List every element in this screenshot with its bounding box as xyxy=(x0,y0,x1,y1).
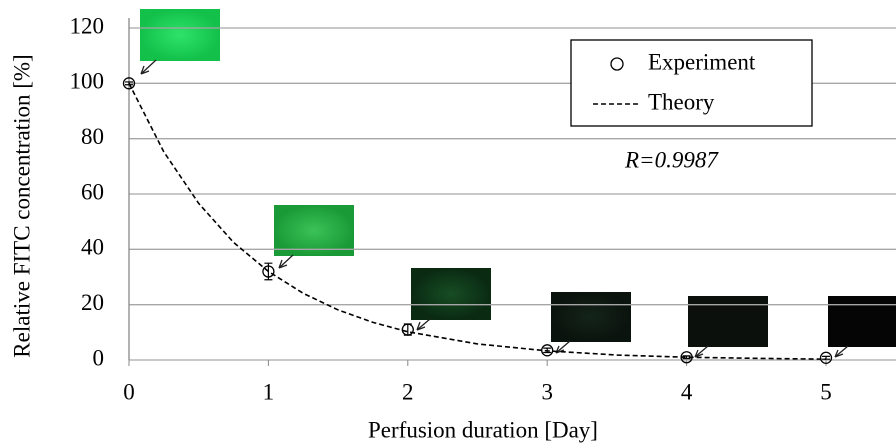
x-tick-label: 3 xyxy=(541,379,553,404)
data-point xyxy=(401,323,414,336)
data-point xyxy=(819,351,833,364)
x-tick-label: 2 xyxy=(402,379,414,404)
arrow xyxy=(694,345,709,358)
y-tick-label: 100 xyxy=(70,69,105,94)
y-tick-label: 0 xyxy=(93,345,105,370)
x-tick-label: 0 xyxy=(123,379,135,404)
error-bar xyxy=(403,323,412,336)
y-axis-title: Relative FITC concentration [%] xyxy=(9,54,34,357)
arrow xyxy=(416,318,431,331)
x-tick-label: 5 xyxy=(820,379,832,404)
x-tick-label: 1 xyxy=(263,379,275,404)
fluorescence-image xyxy=(551,292,631,342)
y-tick-label: 20 xyxy=(81,290,104,315)
arrow xyxy=(278,254,294,269)
y-tick-label: 40 xyxy=(81,235,104,260)
x-axis-title: Perfusion duration [Day] xyxy=(368,417,598,442)
fluorescence-image xyxy=(274,205,354,256)
fluorescence-image xyxy=(688,296,768,347)
arrow xyxy=(834,345,849,358)
error-bar xyxy=(682,355,691,360)
fluorescence-image xyxy=(140,9,220,61)
y-tick-label: 80 xyxy=(81,124,104,149)
arrows xyxy=(140,59,849,358)
data-point xyxy=(122,77,136,90)
fluorescence-image xyxy=(411,268,491,320)
x-tick-label: 4 xyxy=(681,379,693,404)
arrow xyxy=(140,59,157,75)
fluorescence-image xyxy=(828,296,896,347)
thumbnails xyxy=(140,9,896,347)
legend-box xyxy=(570,39,813,127)
y-tick-label: 120 xyxy=(70,13,105,38)
legend-label: Theory xyxy=(648,89,715,114)
legend-marker xyxy=(610,57,624,71)
data-point xyxy=(262,265,275,278)
legend-label: Experiment xyxy=(648,49,756,74)
annotation: R=0.9987 xyxy=(624,147,719,172)
theory-line xyxy=(128,82,827,360)
y-tick-label: 60 xyxy=(81,179,104,204)
